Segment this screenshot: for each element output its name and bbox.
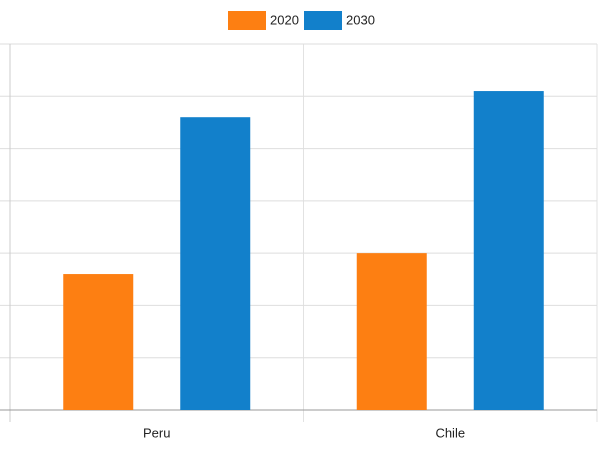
legend-swatch: [304, 11, 342, 30]
bar: [473, 91, 544, 411]
x-tick-label: Chile: [435, 425, 465, 440]
legend-label: 2030: [346, 12, 375, 27]
bar: [356, 253, 427, 410]
legend-label: 2020: [270, 12, 299, 27]
x-tick-label: Peru: [143, 425, 170, 440]
bar: [63, 274, 134, 410]
legend-swatch: [228, 11, 266, 30]
bar: [180, 117, 251, 410]
